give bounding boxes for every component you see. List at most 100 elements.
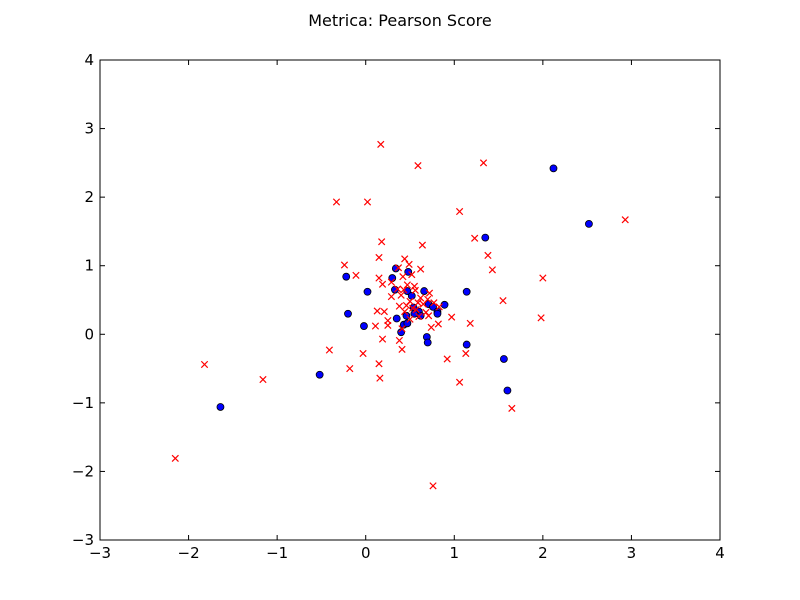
data-point-x [539, 274, 547, 282]
data-point-x [363, 198, 372, 206]
y-tick-label: 4 [84, 51, 94, 69]
data-point-x [340, 261, 349, 269]
data-point-x [419, 300, 427, 308]
data-point-x [403, 281, 411, 289]
data-point-x [499, 297, 507, 305]
x-tick-label: −3 [89, 544, 111, 562]
x-tick-label: 4 [715, 544, 725, 562]
data-point-circle [585, 219, 593, 228]
x-tick-label: −1 [266, 544, 288, 562]
data-point-x [378, 280, 387, 288]
data-point-x [443, 355, 451, 363]
data-point-circle [423, 338, 432, 347]
data-point-x [424, 312, 433, 320]
data-point-x [398, 325, 406, 333]
data-point-circle [403, 319, 412, 328]
data-point-circle [462, 340, 471, 349]
data-point-x [387, 292, 396, 301]
data-point-circle [315, 370, 324, 379]
data-point-x [466, 319, 474, 327]
plot-points [171, 140, 629, 490]
y-tick-label: 2 [84, 188, 94, 206]
data-point-x [376, 374, 384, 382]
data-point-x [399, 273, 407, 281]
data-point-x [375, 274, 383, 282]
y-tick-label: −2 [72, 462, 94, 480]
data-point-x [398, 345, 406, 353]
data-point-x [352, 271, 360, 279]
data-point-x [418, 241, 427, 249]
data-point-x [375, 253, 383, 262]
data-point-x [406, 315, 414, 323]
chart-title: Metrica: Pearson Score [308, 11, 492, 30]
data-point-x [378, 238, 386, 246]
data-point-x [378, 335, 387, 343]
data-point-x [200, 360, 209, 369]
x-tick-label: 1 [450, 544, 460, 562]
data-point-x [393, 285, 402, 293]
data-point-x [484, 251, 492, 260]
data-point-x [537, 314, 545, 322]
data-point-x [415, 312, 423, 321]
data-point-circle [360, 322, 368, 330]
data-point-x [427, 323, 435, 332]
data-point-x [171, 454, 179, 463]
y-tick-label: −3 [72, 531, 94, 549]
data-point-x [434, 320, 442, 328]
data-point-x [414, 161, 422, 170]
data-point-circle [499, 355, 508, 363]
data-point-x [375, 360, 383, 368]
data-point-x [371, 322, 380, 330]
data-point-x [401, 255, 409, 263]
data-point-x [429, 482, 437, 490]
data-point-x [455, 207, 464, 216]
data-point-x [373, 307, 381, 315]
data-point-x [455, 378, 464, 386]
x-tick-label: 3 [627, 544, 637, 562]
data-point-circle [549, 164, 558, 173]
data-point-circle [344, 309, 352, 318]
y-tick-label: −1 [72, 394, 94, 412]
data-point-x [448, 313, 456, 321]
data-point-x [408, 271, 416, 279]
data-point-x [400, 286, 408, 294]
y-tick-label: 1 [84, 257, 94, 275]
data-point-x [414, 299, 422, 307]
data-point-circle [363, 287, 372, 296]
data-point-x [435, 303, 443, 311]
data-point-x [405, 260, 413, 268]
data-point-x [430, 299, 438, 307]
data-point-x [425, 289, 434, 297]
y-tick-label: 0 [84, 325, 94, 343]
data-point-x [462, 349, 470, 358]
data-point-x [417, 294, 425, 302]
data-point-x [359, 349, 367, 358]
data-point-x [380, 308, 388, 316]
data-point-circle [503, 386, 512, 395]
data-point-circle [462, 287, 471, 296]
x-tick-label: 2 [538, 544, 548, 562]
data-point-circle [433, 309, 442, 318]
data-point-x [259, 375, 267, 384]
data-point-x [488, 266, 496, 274]
data-point-x [411, 286, 419, 295]
data-point-x [412, 305, 420, 314]
data-point-x [471, 234, 479, 242]
data-point-x [346, 364, 354, 373]
y-tick-label: 3 [84, 120, 94, 138]
data-point-x [621, 216, 629, 224]
axis-ticks: −3 −2 −1 0 1 2 3 4 −3 −2 −1 0 1 2 3 4 [72, 51, 725, 562]
data-point-x [394, 264, 403, 272]
data-point-x [417, 265, 425, 273]
data-point-circle [403, 287, 412, 295]
data-point-x [325, 346, 334, 354]
data-point-x [384, 321, 392, 329]
data-point-x [479, 159, 488, 167]
data-point-x [387, 278, 396, 286]
data-point-x [397, 291, 405, 299]
data-point-x [395, 302, 403, 310]
data-point-x [508, 404, 516, 412]
data-point-x [395, 336, 403, 345]
